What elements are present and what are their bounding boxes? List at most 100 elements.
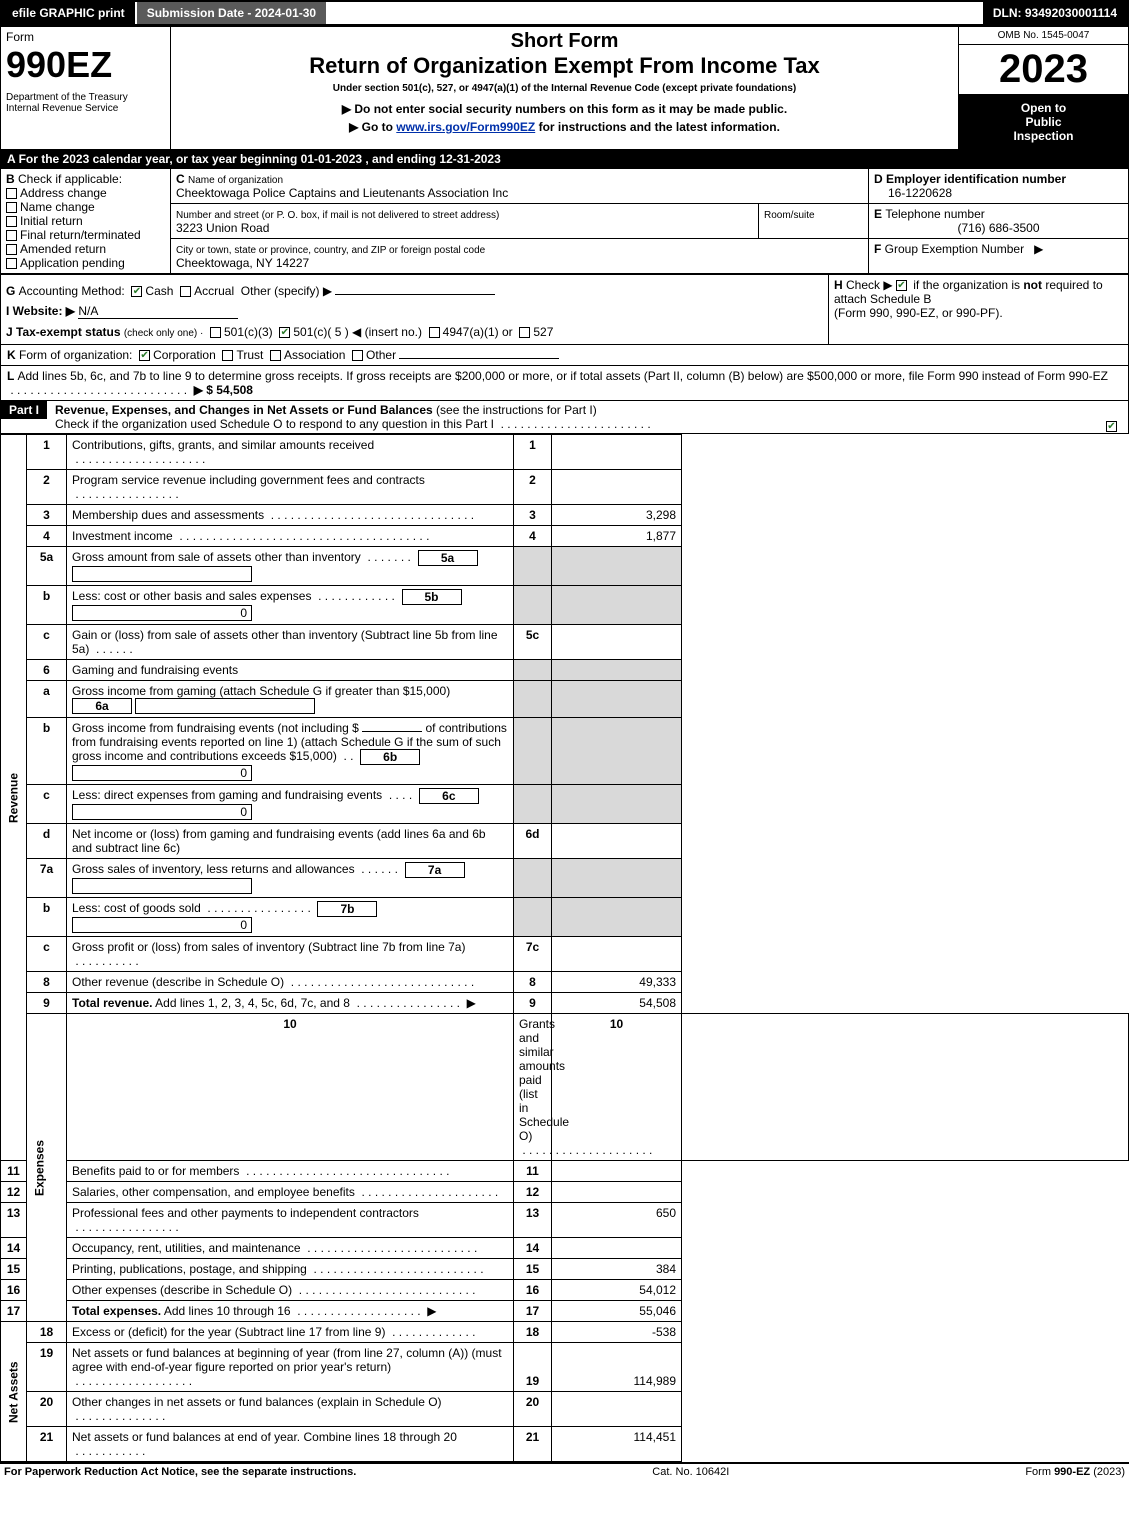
line-7c-value	[552, 937, 682, 972]
line-9-box: 9	[514, 993, 552, 1014]
527-checkbox[interactable]	[519, 327, 530, 338]
line-7b-num: b	[27, 898, 67, 937]
line-6d-num: d	[27, 824, 67, 859]
city-value: Cheektowaga, NY 14227	[176, 256, 309, 270]
line-17-num: 17	[1, 1301, 27, 1322]
line-c-letter: C	[176, 172, 188, 186]
line-6b-shade	[514, 718, 552, 785]
warn-goto: ▶ Go to www.irs.gov/Form990EZ for instru…	[176, 120, 953, 134]
501c3-checkbox[interactable]	[210, 327, 221, 338]
line-i-letter: I	[6, 304, 13, 318]
form-label: Form	[6, 30, 165, 44]
line-5a-shade-val	[552, 547, 682, 586]
line-6c-sublabel: 6c	[419, 788, 479, 804]
room-label: Room/suite	[764, 210, 815, 221]
line-13-num: 13	[1, 1203, 27, 1238]
dept-treasury: Department of the Treasury Internal Reve…	[6, 92, 165, 114]
line-5b-shade	[514, 586, 552, 625]
line-16-value: 54,012	[552, 1280, 682, 1301]
line-7b-shade-val	[552, 898, 682, 937]
line-6d-text: Net income or (loss) from gaming and fun…	[72, 827, 486, 855]
line-6-num: 6	[27, 660, 67, 681]
line-11-text: Benefits paid to or for members	[72, 1164, 239, 1178]
part-i-title-note: (see the instructions for Part I)	[436, 403, 597, 417]
efile-print-button[interactable]: efile GRAPHIC print	[2, 2, 137, 24]
line-e-letter: E	[874, 207, 885, 221]
page-footer: For Paperwork Reduction Act Notice, see …	[0, 1462, 1129, 1480]
opt-cash: Cash	[145, 284, 173, 298]
line-j-letter: J	[6, 325, 16, 339]
irs-link[interactable]: www.irs.gov/Form990EZ	[396, 120, 535, 134]
line-14-value	[552, 1238, 682, 1259]
line-6c-shade-val	[552, 785, 682, 824]
4947a1-checkbox[interactable]	[429, 327, 440, 338]
line-h-not: not	[1023, 278, 1042, 292]
line-9-text2: Add lines 1, 2, 3, 4, 5c, 6d, 7c, and 8	[152, 996, 349, 1010]
name-change-checkbox[interactable]	[6, 202, 17, 213]
line-7b-shade	[514, 898, 552, 937]
line-8-value: 49,333	[552, 972, 682, 993]
opt-initial: Initial return	[20, 214, 83, 228]
trust-checkbox[interactable]	[222, 350, 233, 361]
line-19-value: 114,989	[552, 1343, 682, 1392]
line-j-note: (check only one) ·	[124, 328, 203, 339]
omb-number: OMB No. 1545-0047	[959, 27, 1128, 45]
submission-date: Submission Date - 2024-01-30	[137, 2, 326, 24]
line-5a-text: Gross amount from sale of assets other t…	[72, 550, 361, 564]
line-7a-shade	[514, 859, 552, 898]
schedule-o-checkbox[interactable]	[1106, 421, 1117, 432]
line-18-text: Excess or (deficit) for the year (Subtra…	[72, 1325, 385, 1339]
line-9-num: 9	[27, 993, 67, 1014]
line-g-letter: G	[6, 284, 19, 298]
open-to-public-badge: Open to Public Inspection	[959, 95, 1128, 149]
other-org-input[interactable]	[399, 358, 559, 359]
header-table: Form 990EZ Department of the Treasury In…	[0, 26, 1129, 150]
accrual-checkbox[interactable]	[180, 286, 191, 297]
bcdef-table: B Check if applicable: Address change Na…	[0, 168, 1129, 274]
line-18-num: 18	[27, 1322, 67, 1343]
tax-year: 2023	[959, 45, 1128, 95]
amended-return-checkbox[interactable]	[6, 244, 17, 255]
line-21-value: 114,451	[552, 1427, 682, 1462]
line-6a-text: Gross income from gaming (attach Schedul…	[72, 684, 450, 698]
line-14-box: 14	[514, 1238, 552, 1259]
other-org-checkbox[interactable]	[352, 350, 363, 361]
initial-return-checkbox[interactable]	[6, 216, 17, 227]
cash-checkbox[interactable]	[131, 286, 142, 297]
lines-table: Revenue 1 Contributions, gifts, grants, …	[0, 434, 1129, 1462]
line-18-box: 18	[514, 1322, 552, 1343]
association-checkbox[interactable]	[270, 350, 281, 361]
line-16-box: 16	[514, 1280, 552, 1301]
line-a-letter: A	[7, 152, 19, 166]
501c-checkbox[interactable]	[279, 327, 290, 338]
line-3-num: 3	[27, 505, 67, 526]
line-j-label: Tax-exempt status	[16, 325, 120, 339]
part-i-label: Part I	[1, 401, 47, 419]
part-i-title: Revenue, Expenses, and Changes in Net As…	[55, 403, 433, 417]
part-i-check: Check if the organization used Schedule …	[55, 417, 494, 431]
line-6a-num: a	[27, 681, 67, 718]
line-5b-subvalue: 0	[72, 605, 252, 621]
line-6b-text1: Gross income from fundraising events (no…	[72, 721, 359, 735]
line-d-label: Employer identification number	[886, 172, 1066, 186]
other-specify-input[interactable]	[335, 294, 495, 295]
line-7a-shade-val	[552, 859, 682, 898]
line-2-num: 2	[27, 470, 67, 505]
sched-b-checkbox[interactable]	[896, 280, 907, 291]
corporation-checkbox[interactable]	[139, 350, 150, 361]
line-5c-text: Gain or (loss) from sale of assets other…	[72, 628, 498, 656]
application-pending-checkbox[interactable]	[6, 258, 17, 269]
line-6d-value	[552, 824, 682, 859]
line-5a-subvalue	[72, 566, 252, 582]
warn-goto-suffix: for instructions and the latest informat…	[539, 120, 780, 134]
line-h-text2: if the organization is	[913, 278, 1023, 292]
line-6b-blank[interactable]	[362, 731, 422, 732]
line-c-label: Name of organization	[188, 175, 283, 186]
line-7a-sublabel: 7a	[405, 862, 465, 878]
opt-pending: Application pending	[20, 256, 125, 270]
line-4-num: 4	[27, 526, 67, 547]
line-6b-num: b	[27, 718, 67, 785]
line-5c-box: 5c	[514, 625, 552, 660]
final-return-checkbox[interactable]	[6, 230, 17, 241]
address-change-checkbox[interactable]	[6, 188, 17, 199]
